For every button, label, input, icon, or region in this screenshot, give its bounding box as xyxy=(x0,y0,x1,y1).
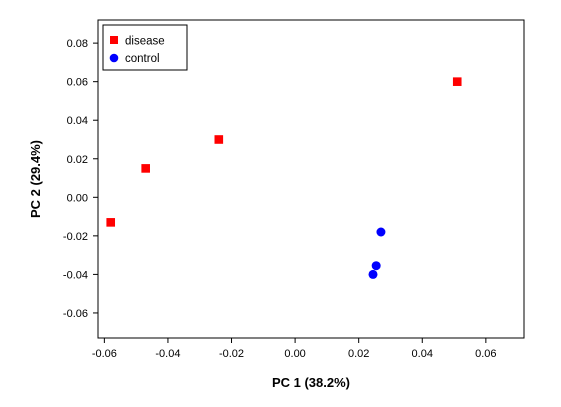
disease-point xyxy=(106,218,116,227)
x-axis-title: PC 1 (38.2%) xyxy=(272,375,350,390)
x-tick-label: -0.04 xyxy=(155,348,180,360)
x-tick-label: -0.06 xyxy=(92,348,117,360)
data-points xyxy=(106,77,462,279)
y-tick-label: -0.06 xyxy=(63,308,88,320)
y-axis-title: PC 2 (29.4%) xyxy=(28,140,43,218)
x-tick-label: 0.04 xyxy=(412,348,433,360)
y-tick-label: 0.04 xyxy=(67,115,88,127)
control-point xyxy=(376,227,386,237)
y-tick-label: 0.08 xyxy=(67,38,88,50)
disease-point xyxy=(452,77,462,86)
legend-control-label: control xyxy=(125,53,160,65)
legend-disease-label: disease xyxy=(125,36,165,48)
y-tick-label: -0.04 xyxy=(63,269,88,281)
y-tick-label: 0.00 xyxy=(67,192,88,204)
legend-box xyxy=(102,24,188,71)
x-tick-label: -0.02 xyxy=(219,348,244,360)
legend-disease-marker xyxy=(110,36,118,44)
disease-point xyxy=(214,135,224,144)
control-point xyxy=(368,269,378,279)
y-tick-label: -0.02 xyxy=(63,231,88,243)
legend-control-marker xyxy=(109,53,119,63)
x-axis-ticks: -0.06 -0.04 -0.02 0.00 0.02 0.04 0.06 xyxy=(92,338,497,360)
control-point xyxy=(371,261,381,271)
legend: disease control xyxy=(102,24,188,71)
disease-point xyxy=(141,164,150,173)
plot-frame xyxy=(97,19,525,339)
y-axis-ticks: 0.08 0.06 0.04 0.02 0.00 -0.02 -0.04 -0.06 xyxy=(63,38,98,320)
x-tick-label: 0.02 xyxy=(348,348,369,360)
y-tick-label: 0.06 xyxy=(67,77,88,89)
x-tick-label: 0.06 xyxy=(475,348,496,360)
x-tick-label: 0.00 xyxy=(284,348,305,360)
y-tick-label: 0.02 xyxy=(67,154,88,166)
